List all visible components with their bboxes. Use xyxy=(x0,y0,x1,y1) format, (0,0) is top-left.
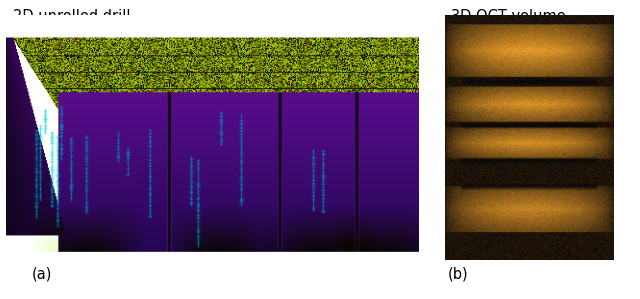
Text: OCT B-scans: OCT B-scans xyxy=(97,239,184,253)
Text: (a): (a) xyxy=(31,266,52,281)
Text: 3D OCT volume: 3D OCT volume xyxy=(451,9,566,24)
Text: 2D unrolled drill
hole image: 2D unrolled drill hole image xyxy=(13,9,131,42)
Text: (b): (b) xyxy=(447,266,468,281)
